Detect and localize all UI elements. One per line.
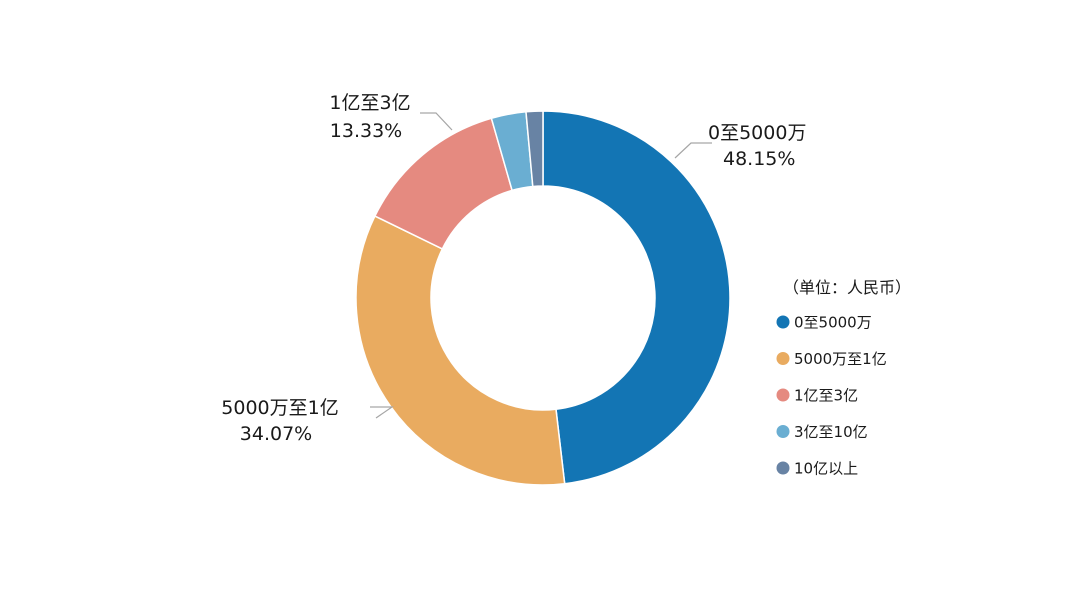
data-label-name-1: 5000万至1亿	[221, 397, 338, 419]
data-label-value-2: 13.33%	[330, 120, 402, 142]
leader-line-2	[420, 112, 453, 131]
slice-1	[355, 215, 566, 486]
legend-item-4: 10亿以上	[776, 460, 858, 478]
data-labels: 0至5000万 48.15% 5000万至1亿 34.07% 1亿至3亿 13.33%	[221, 92, 806, 445]
slice-0	[542, 110, 731, 485]
leader-line-1	[370, 406, 394, 419]
legend-label-0: 0至5000万	[794, 314, 872, 332]
legend-label-3: 3亿至10亿	[794, 423, 868, 441]
leader-lines	[370, 112, 712, 419]
legend-item-0: 0至5000万	[776, 314, 872, 332]
legend-swatch-4	[776, 461, 790, 475]
donut-slices	[355, 110, 731, 486]
legend-item-1: 5000万至1亿	[776, 350, 887, 368]
legend-label-1: 5000万至1亿	[794, 350, 887, 368]
legend-label-4: 10亿以上	[794, 460, 858, 478]
data-label-name-2: 1亿至3亿	[329, 92, 410, 114]
legend-item-2: 1亿至3亿	[776, 387, 858, 405]
legend-label-2: 1亿至3亿	[794, 387, 858, 405]
legend: （单位：人民币） 0至5000万 5000万至1亿 1亿至3亿 3亿至10亿 10亿以上	[776, 278, 911, 478]
data-label-name-0: 0至5000万	[708, 122, 806, 144]
unit-note: （单位：人民币）	[783, 278, 911, 297]
leader-line-0	[674, 142, 712, 159]
data-label-value-0: 48.15%	[723, 148, 795, 170]
legend-swatch-0	[776, 315, 790, 329]
legend-swatch-1	[776, 352, 790, 365]
legend-item-3: 3亿至10亿	[776, 423, 868, 441]
data-label-value-1: 34.07%	[240, 423, 312, 445]
legend-swatch-3	[776, 425, 790, 438]
slice-4	[525, 110, 544, 188]
legend-swatch-2	[776, 388, 790, 402]
